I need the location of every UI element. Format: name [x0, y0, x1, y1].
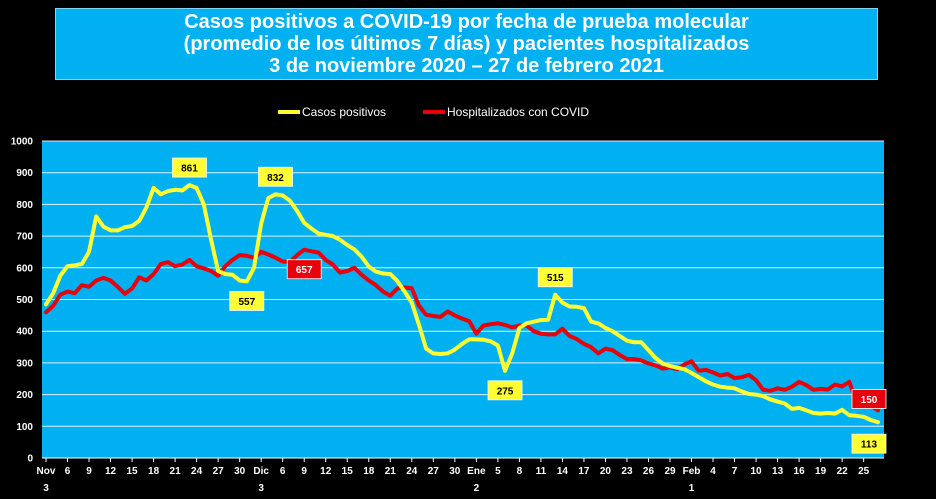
x-tick-label: 16	[794, 466, 806, 477]
x-tick-label: 10	[751, 466, 763, 477]
y-tick-label: 500	[16, 295, 33, 306]
x-tick-label: 26	[643, 466, 655, 477]
y-tick-label: 900	[16, 168, 33, 179]
series-line-hosp	[44, 247, 880, 413]
x-tick-label: 9	[301, 466, 307, 477]
x-tick-label: 24	[191, 466, 203, 477]
x-tick-label: 8	[517, 466, 523, 477]
x-tick-label: 22	[837, 466, 849, 477]
annotations: 861 557 832 657 275 515 150 113	[172, 157, 887, 454]
y-tick-label: 1000	[11, 137, 34, 148]
x-tick-sublabel: 3	[258, 483, 264, 494]
x-tick-label: 15	[342, 466, 354, 477]
data-label-box	[229, 291, 265, 311]
x-tick-label: 6	[65, 466, 71, 477]
legend: Casos positivos Hospitalizados con COVID	[278, 105, 589, 119]
x-tick-label: 27	[428, 466, 440, 477]
x-tick-label: 21	[385, 466, 397, 477]
series-line-cases	[44, 183, 880, 425]
chart-title-line-3: 3 de noviembre 2020 – 27 de febrero 2021	[269, 55, 664, 77]
x-tick-label: 7	[732, 466, 738, 477]
data-label-box	[286, 259, 322, 280]
x-tick-label: Dic	[253, 466, 269, 477]
x-tick-label: 23	[621, 466, 633, 477]
x-tick-label: 4	[710, 466, 716, 477]
y-tick-label: 400	[16, 327, 33, 338]
x-tick-label: Ene	[467, 466, 486, 477]
x-tick-label: 9	[86, 466, 92, 477]
x-tick-label: 12	[320, 466, 332, 477]
y-tick-label: 700	[16, 232, 33, 243]
legend-label-hosp: Hospitalizados con COVID	[447, 105, 589, 119]
x-tick-label: 13	[772, 466, 784, 477]
chart-title-line-1: Casos positivos a COVID-19 por fecha de …	[184, 11, 749, 33]
x-tick-label: 18	[148, 466, 160, 477]
data-label: 515	[547, 273, 564, 284]
x-tick-label: 19	[815, 466, 827, 477]
data-label: 113	[861, 440, 878, 451]
x-tick-label: 12	[105, 466, 117, 477]
data-label: 557	[238, 297, 255, 308]
x-tick-label: 27	[213, 466, 225, 477]
x-tick-label: Nov	[37, 466, 56, 477]
y-tick-label: 600	[16, 263, 33, 274]
x-tick-label: Feb	[683, 466, 701, 477]
data-label-box	[537, 267, 573, 288]
data-label-box	[487, 380, 523, 401]
data-label: 832	[267, 173, 284, 184]
x-tick-label: 15	[127, 466, 139, 477]
y-tick-label: 0	[27, 454, 33, 465]
x-tick-sublabel: 2	[474, 483, 480, 494]
data-label: 275	[497, 386, 514, 397]
x-tick-label: 6	[280, 466, 286, 477]
chart-title-line-2: (promedio de los últimos 7 días) y pacie…	[183, 33, 750, 55]
x-tick-label: 30	[234, 466, 246, 477]
x-tick-label: 17	[578, 466, 590, 477]
series-layer	[44, 183, 880, 425]
data-label-box	[851, 389, 887, 409]
data-label-box	[172, 157, 207, 178]
x-tick-label: 5	[495, 466, 501, 477]
x-tick-label: 11	[536, 466, 547, 477]
x-tick-label: 25	[858, 466, 870, 477]
data-label: 861	[181, 164, 198, 175]
data-label: 657	[296, 265, 313, 276]
x-tick-sublabel: 3	[43, 483, 49, 494]
y-tick-label: 800	[16, 200, 33, 211]
x-tick-label: 24	[406, 466, 418, 477]
x-tick-label: 14	[557, 466, 569, 477]
legend-label-cases: Casos positivos	[302, 105, 386, 119]
gridlines	[42, 140, 884, 427]
y-axis: 0 100 200 300 400 500 600 700 800 900 1000	[11, 137, 34, 465]
y-tick-label: 200	[16, 390, 33, 401]
x-tick-label: 29	[664, 466, 676, 477]
x-tick-label: 20	[600, 466, 612, 477]
y-tick-label: 100	[16, 422, 33, 433]
data-label: 150	[861, 395, 878, 406]
x-tick-label: 30	[449, 466, 461, 477]
x-tick-label: 21	[170, 466, 182, 477]
x-tick-sublabel: 1	[689, 483, 695, 494]
x-tick-label: 18	[363, 466, 375, 477]
y-tick-label: 300	[16, 358, 33, 369]
data-label-box	[258, 166, 293, 187]
chart-title-box: Casos positivos a COVID-19 por fecha de …	[55, 8, 878, 80]
data-label-box	[851, 433, 887, 454]
